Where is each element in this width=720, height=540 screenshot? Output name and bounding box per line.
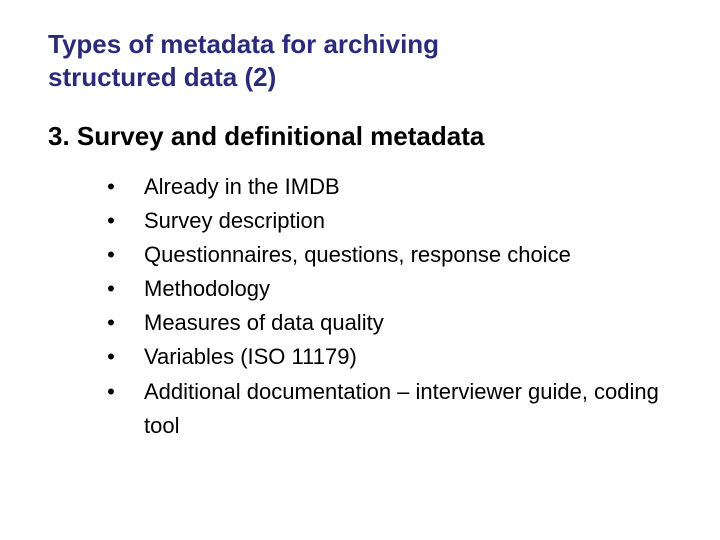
- slide: Types of metadata for archiving structur…: [0, 0, 720, 540]
- title-line-1: Types of metadata for archiving: [48, 29, 439, 59]
- title-line-2: structured data (2): [48, 62, 276, 92]
- list-item-text: Survey description: [144, 208, 325, 233]
- list-item: • Additional documentation – interviewer…: [100, 375, 680, 443]
- bullet-icon: •: [100, 272, 122, 306]
- bullet-icon: •: [100, 238, 122, 272]
- bullet-icon: •: [100, 340, 122, 374]
- list-item-text: Methodology: [144, 276, 270, 301]
- list-item-text: Questionnaires, questions, response choi…: [144, 242, 571, 267]
- list-item: • Methodology: [100, 272, 680, 306]
- bullet-icon: •: [100, 204, 122, 238]
- bullet-icon: •: [100, 170, 122, 204]
- bullet-list: • Already in the IMDB • Survey descripti…: [100, 170, 680, 443]
- list-item: • Survey description: [100, 204, 680, 238]
- slide-title: Types of metadata for archiving structur…: [48, 28, 680, 93]
- list-item-text: Already in the IMDB: [144, 174, 340, 199]
- bullet-icon: •: [100, 306, 122, 340]
- list-item: • Variables (ISO 11179): [100, 340, 680, 374]
- bullet-icon: •: [100, 375, 122, 409]
- list-item: • Questionnaires, questions, response ch…: [100, 238, 680, 272]
- list-item-text: Measures of data quality: [144, 310, 384, 335]
- list-item: • Already in the IMDB: [100, 170, 680, 204]
- list-item-text: Variables (ISO 11179): [144, 344, 357, 369]
- list-item: • Measures of data quality: [100, 306, 680, 340]
- section-heading: 3. Survey and definitional metadata: [48, 121, 680, 152]
- list-item-text: Additional documentation – interviewer g…: [144, 379, 659, 438]
